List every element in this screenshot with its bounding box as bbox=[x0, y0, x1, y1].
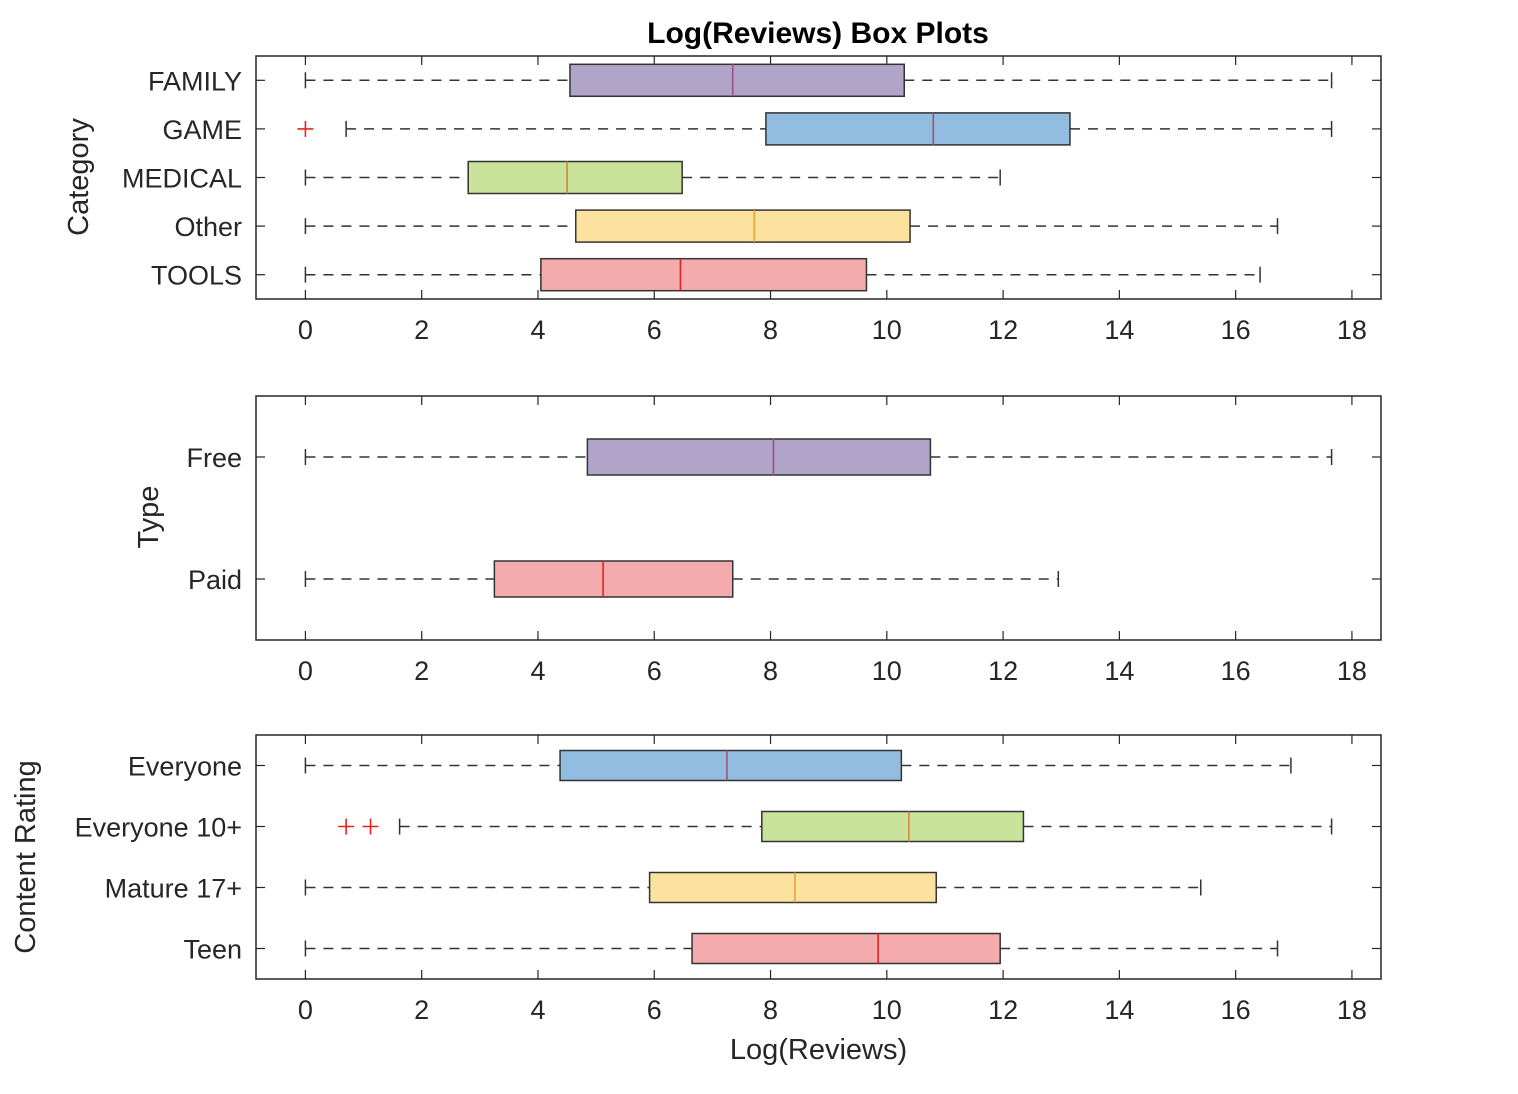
y-tick-label: Other bbox=[174, 212, 242, 242]
x-tick-label: 12 bbox=[988, 995, 1018, 1025]
outlier-marker bbox=[297, 120, 314, 137]
iqr-box bbox=[540, 257, 868, 292]
axes-frame bbox=[255, 395, 1382, 641]
x-tick-label: 14 bbox=[1104, 995, 1134, 1025]
box-medical: MEDICAL bbox=[122, 160, 1381, 195]
y-tick-label: Mature 17+ bbox=[105, 874, 242, 904]
panel-content-rating: 0 2 4 6 8 10 12 14 16 18 Everyone Everyone 10+ Matur… bbox=[10, 734, 1382, 1066]
y-tick-label: Free bbox=[186, 443, 242, 473]
y-tick-label: Everyone 10+ bbox=[75, 813, 242, 843]
box-teen: Teen bbox=[183, 932, 1381, 965]
y-axis-title: Category bbox=[63, 118, 95, 236]
x-tick-label: 6 bbox=[647, 995, 662, 1025]
box-other: Other bbox=[174, 209, 1381, 243]
axes-frame bbox=[255, 734, 1382, 980]
x-tick-label: 10 bbox=[872, 995, 902, 1025]
iqr-box bbox=[691, 932, 1001, 965]
x-tick-label: 10 bbox=[872, 656, 902, 686]
x-tick-label: 14 bbox=[1104, 315, 1134, 345]
iqr-box bbox=[559, 749, 903, 782]
box-tools: TOOLS bbox=[151, 257, 1381, 292]
x-tick-label: 8 bbox=[763, 315, 778, 345]
box-free: Free bbox=[186, 438, 1381, 476]
x-tick-label: 18 bbox=[1337, 995, 1367, 1025]
x-tick-label: 6 bbox=[647, 656, 662, 686]
x-tick-label: 16 bbox=[1221, 315, 1251, 345]
x-tick-label: 8 bbox=[763, 995, 778, 1025]
figure-title: Log(Reviews) Box Plots bbox=[647, 17, 989, 50]
x-tick-label: 16 bbox=[1221, 656, 1251, 686]
x-tick-label: 12 bbox=[988, 656, 1018, 686]
iqr-box bbox=[586, 438, 932, 476]
x-tick-label: 6 bbox=[647, 315, 662, 345]
x-tick-label: 0 bbox=[298, 656, 313, 686]
y-tick-label: Everyone bbox=[128, 752, 242, 782]
outlier-marker bbox=[338, 818, 355, 835]
y-tick-label: GAME bbox=[162, 115, 242, 145]
y-tick-label: TOOLS bbox=[151, 261, 242, 291]
iqr-box bbox=[569, 63, 906, 98]
x-tick-label: 12 bbox=[988, 315, 1018, 345]
iqr-box bbox=[648, 871, 937, 904]
x-tick-label: 0 bbox=[298, 315, 313, 345]
x-tick-label: 18 bbox=[1337, 315, 1367, 345]
iqr-box bbox=[493, 560, 734, 598]
iqr-box bbox=[761, 810, 1025, 843]
x-tick-label: 14 bbox=[1104, 656, 1134, 686]
x-tick-label: 16 bbox=[1221, 995, 1251, 1025]
y-tick-label: Paid bbox=[188, 565, 242, 595]
x-tick-label: 8 bbox=[763, 656, 778, 686]
x-tick-label: 2 bbox=[414, 315, 429, 345]
x-axis-title: Log(Reviews) bbox=[730, 1034, 907, 1066]
x-tick-label: 18 bbox=[1337, 656, 1367, 686]
x-tick-label: 2 bbox=[414, 656, 429, 686]
y-tick-label: MEDICAL bbox=[122, 164, 242, 194]
y-tick-label: Teen bbox=[183, 935, 242, 965]
x-tick-label: 4 bbox=[530, 656, 545, 686]
box-everyone-10: Everyone 10+ bbox=[75, 810, 1381, 843]
x-tick-label: 2 bbox=[414, 995, 429, 1025]
y-axis-title: Type bbox=[133, 486, 165, 549]
y-tick-label: FAMILY bbox=[148, 66, 242, 96]
box-everyone: Everyone bbox=[128, 749, 1381, 782]
outlier-marker bbox=[362, 818, 379, 835]
box-family: FAMILY bbox=[148, 63, 1381, 98]
panel-type: 0 2 4 6 8 10 12 14 16 18 Free Paid Type bbox=[133, 395, 1382, 686]
box-paid: Paid bbox=[188, 560, 1381, 598]
panel-category: 0 2 4 6 8 10 12 14 16 18 FAMILY GAME MEDICAL Other TOO… bbox=[63, 55, 1382, 345]
x-tick-label: 10 bbox=[872, 315, 902, 345]
x-tick-label: 4 bbox=[530, 315, 545, 345]
box-mature-17: Mature 17+ bbox=[105, 871, 1381, 904]
x-tick-label: 4 bbox=[530, 995, 545, 1025]
y-axis-title: Content Rating bbox=[10, 760, 42, 953]
iqr-box bbox=[765, 112, 1071, 146]
iqr-box bbox=[575, 209, 911, 243]
iqr-box bbox=[467, 160, 683, 195]
box-game: GAME bbox=[162, 112, 1381, 146]
x-tick-label: 0 bbox=[298, 995, 313, 1025]
